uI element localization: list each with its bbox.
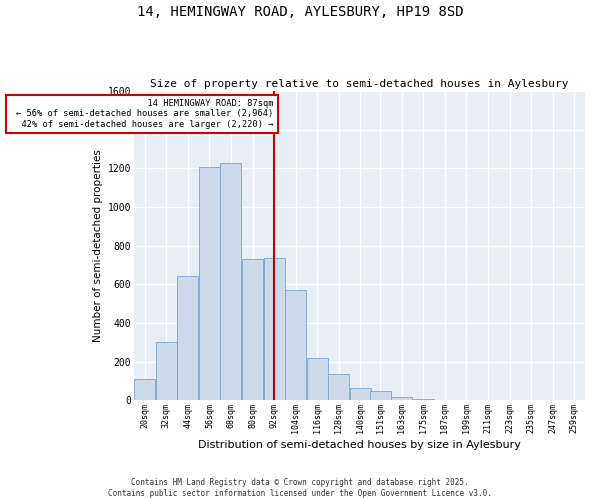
Bar	[263, 258, 284, 400]
Text: 14, HEMINGWAY ROAD, AYLESBURY, HP19 8SD: 14, HEMINGWAY ROAD, AYLESBURY, HP19 8SD	[137, 5, 463, 19]
Bar	[285, 290, 306, 401]
Text: Contains HM Land Registry data © Crown copyright and database right 2025.
Contai: Contains HM Land Registry data © Crown c…	[108, 478, 492, 498]
Bar	[134, 379, 155, 400]
Bar	[307, 358, 328, 401]
Bar	[199, 168, 220, 400]
Bar	[350, 388, 371, 400]
Bar	[413, 398, 434, 400]
Text: 14 HEMINGWAY ROAD: 87sqm
← 56% of semi-detached houses are smaller (2,964)
  42%: 14 HEMINGWAY ROAD: 87sqm ← 56% of semi-d…	[11, 99, 273, 128]
Bar	[220, 162, 241, 400]
Bar	[370, 390, 391, 400]
Bar	[242, 259, 263, 400]
Bar	[391, 397, 412, 400]
Bar	[328, 374, 349, 400]
Bar	[156, 342, 177, 400]
Title: Size of property relative to semi-detached houses in Aylesbury: Size of property relative to semi-detach…	[150, 79, 569, 89]
Bar	[178, 276, 199, 400]
Y-axis label: Number of semi-detached properties: Number of semi-detached properties	[94, 150, 103, 342]
X-axis label: Distribution of semi-detached houses by size in Aylesbury: Distribution of semi-detached houses by …	[198, 440, 521, 450]
